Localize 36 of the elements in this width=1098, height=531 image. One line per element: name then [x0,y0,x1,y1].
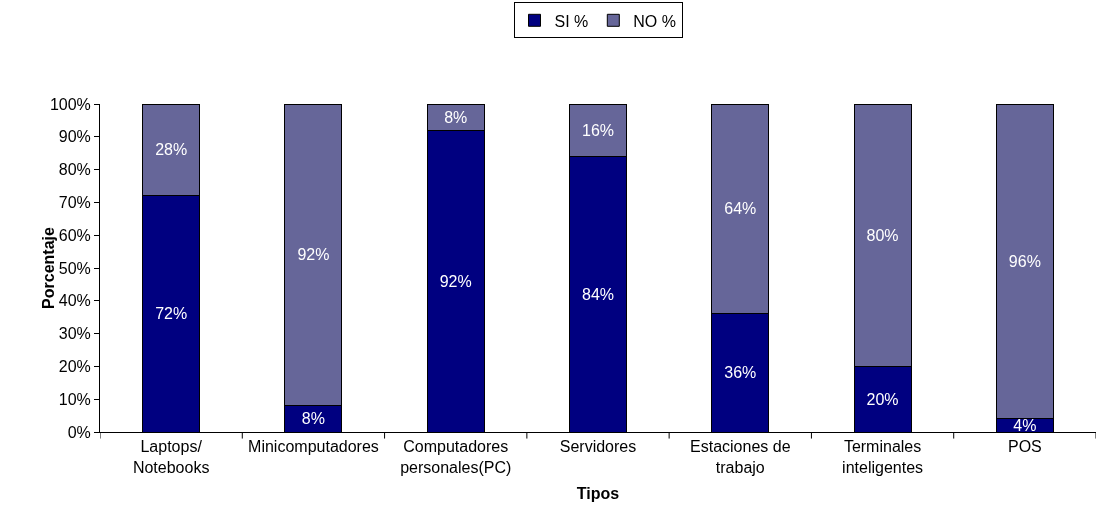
data-label: 64% [724,200,757,218]
y-tick-label: 100% [49,95,91,113]
y-tick-label: 80% [58,161,91,179]
data-label: 4% [1013,416,1037,434]
data-label: 36% [724,364,757,382]
y-tick-label: 60% [58,226,91,244]
x-axis-title: Tipos [576,484,620,502]
data-label: 92% [297,246,330,264]
legend-label: NO % [633,12,676,30]
data-label: 96% [1008,252,1041,270]
data-label: 16% [581,121,615,139]
y-tick-label: 0% [67,423,91,441]
y-tick-label: 90% [58,128,91,146]
data-label: 92% [439,272,472,290]
y-tick-label: 20% [58,358,91,375]
y-tick-label: 70% [58,194,91,211]
data-label: 8% [301,410,325,428]
data-label: 28% [155,141,188,159]
x-tick-label: Terminales inteligentes [842,438,924,476]
x-tick-label: Servidores [559,438,637,456]
data-label: 84% [581,285,615,303]
x-tick-label: Minicomputadores [248,438,379,456]
data-label: 8% [444,108,468,126]
y-tick-label: 30% [58,325,91,343]
data-label: 20% [866,390,899,408]
data-label: 80% [866,226,899,244]
y-tick-label: 50% [58,259,91,277]
x-tick-label: Estaciones de trabajo [690,438,791,476]
x-tick-label: Laptops/ Notebooks [132,438,210,476]
y-tick-label: 10% [58,390,91,408]
y-axis-title: Porcentaje [39,226,57,309]
legend-label: SI % [554,12,589,30]
x-tick-label: Computadores personales(PC) [400,438,512,476]
data-label: 72% [155,305,188,323]
y-tick-label: 40% [58,292,91,310]
x-tick-label: POS [1007,438,1042,456]
